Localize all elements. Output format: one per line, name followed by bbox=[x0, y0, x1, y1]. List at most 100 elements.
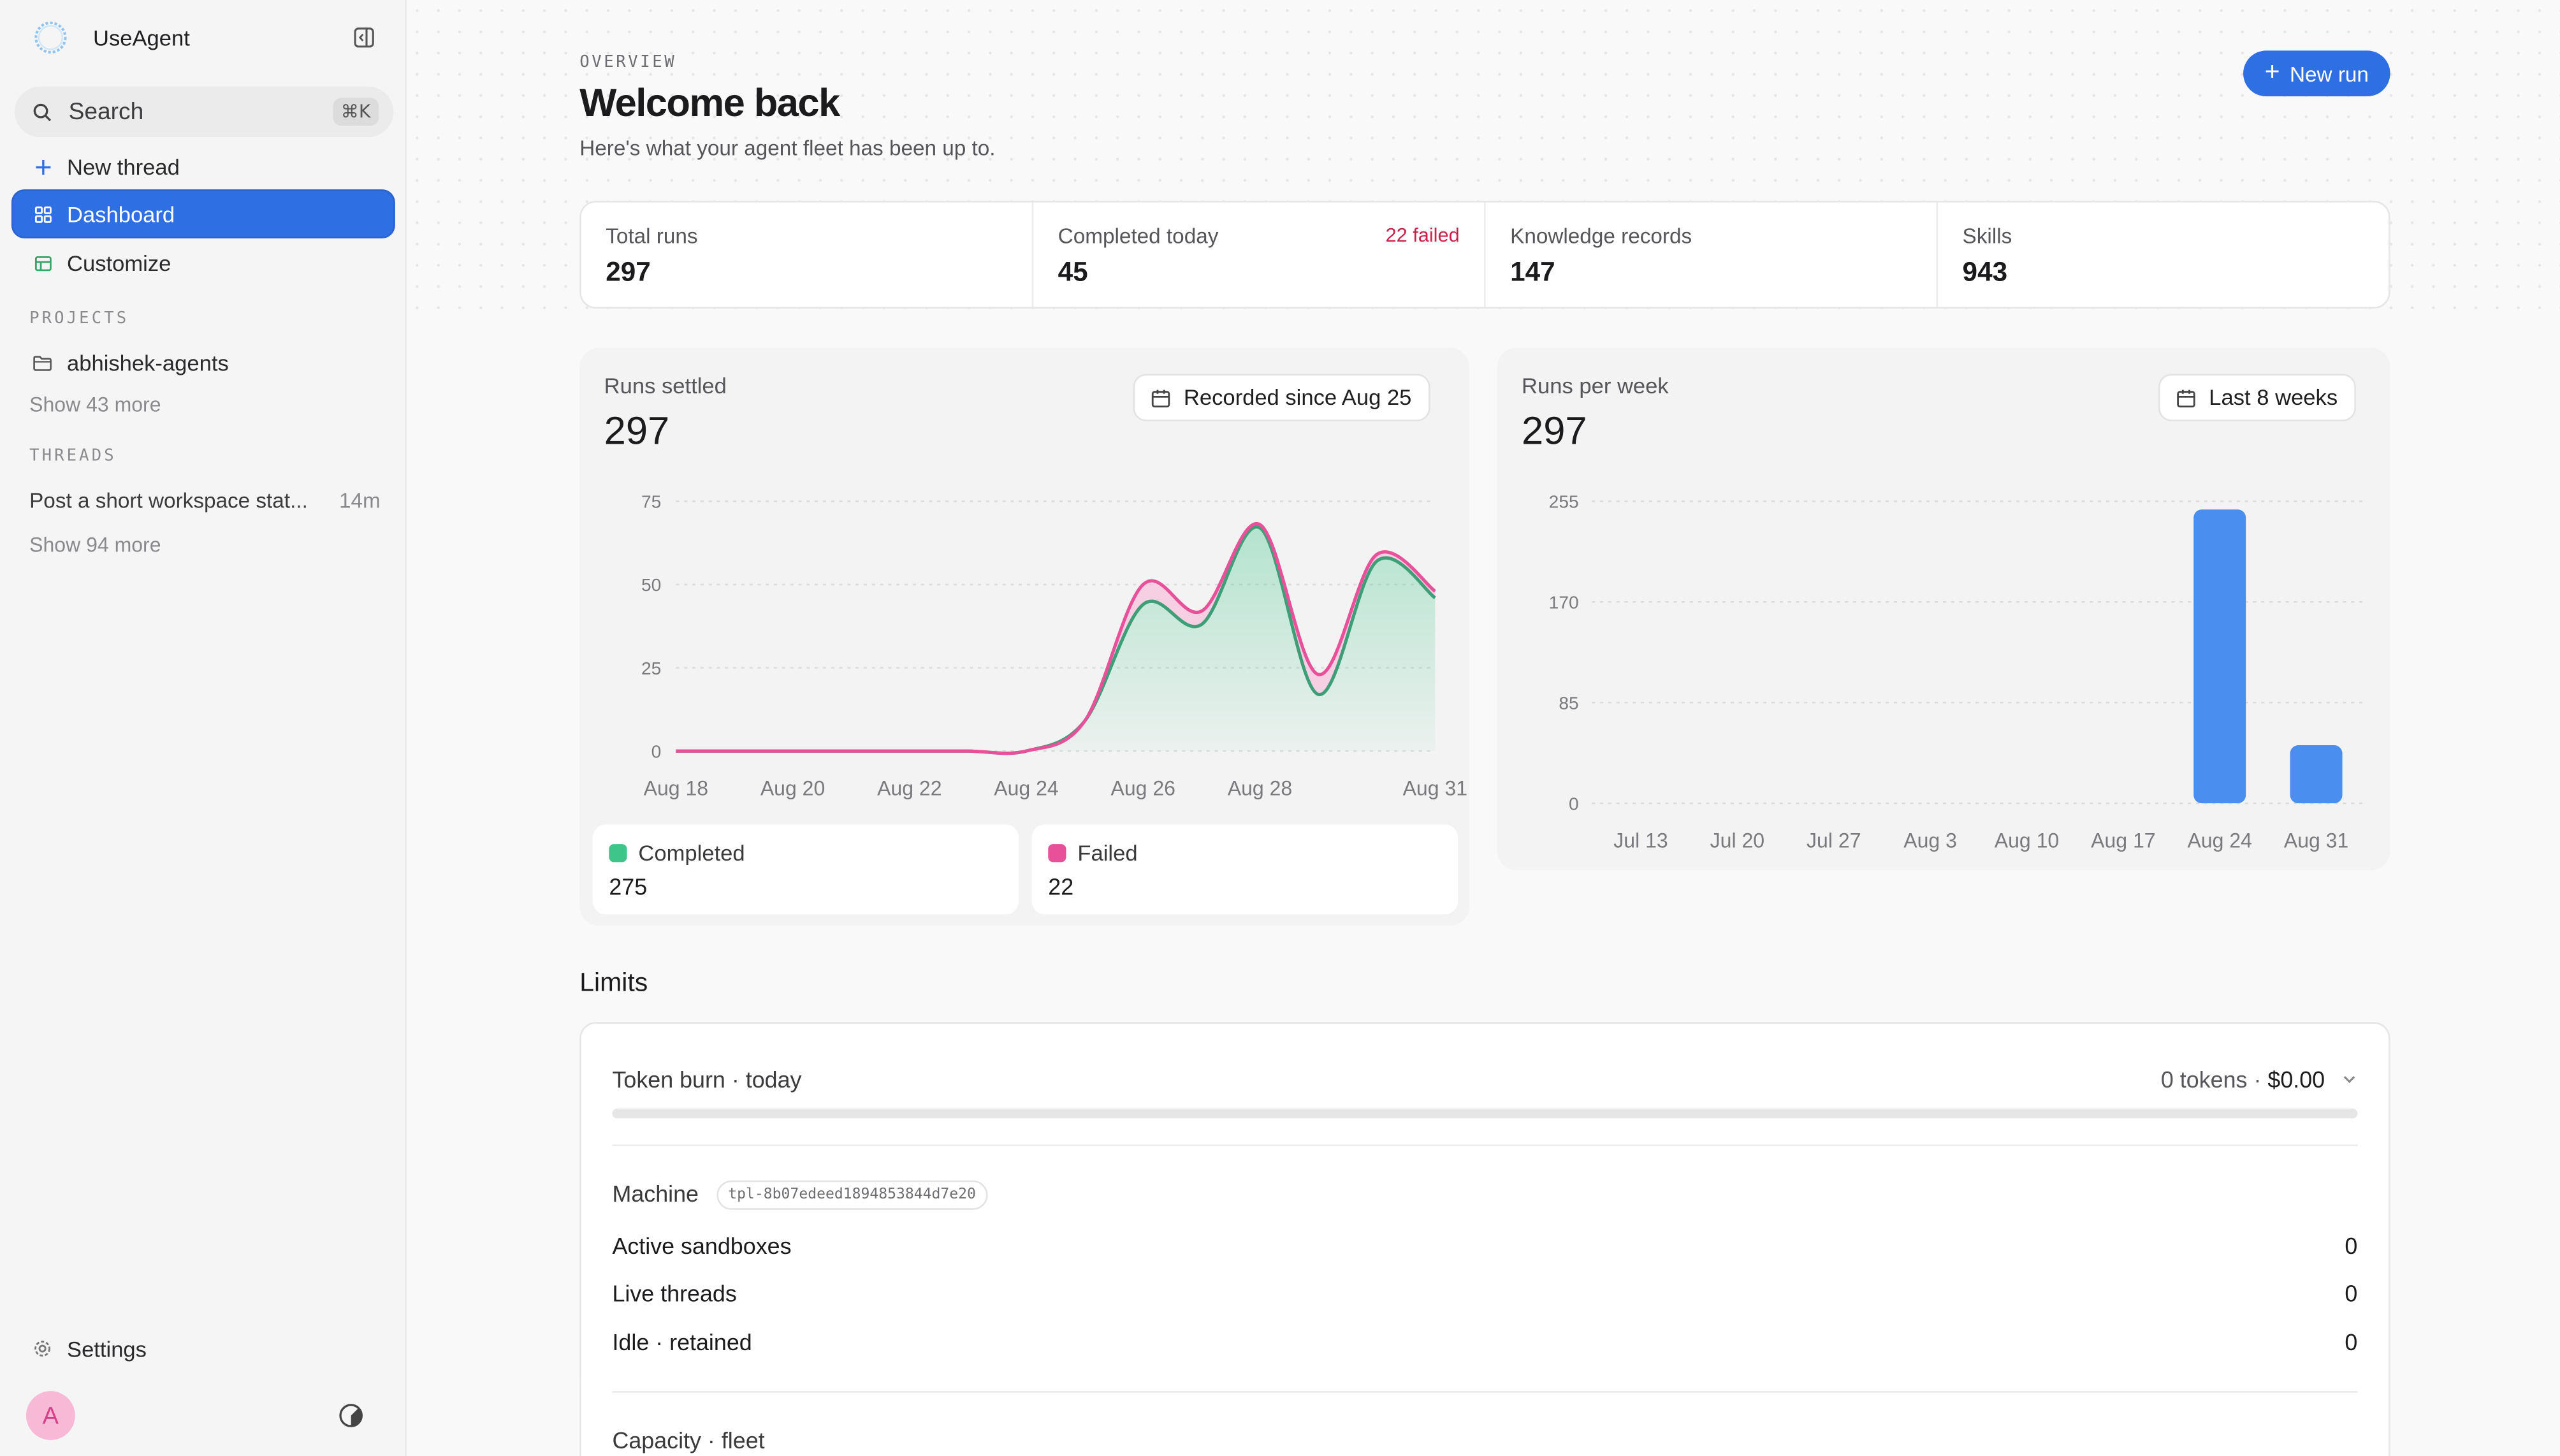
x-tick-label: Aug 20 bbox=[760, 776, 825, 799]
bar bbox=[2290, 745, 2343, 804]
project-item[interactable]: abhishek-agents bbox=[11, 338, 395, 387]
token-burn-toggle[interactable]: 0 tokens · $0.00 bbox=[2161, 1066, 2357, 1092]
page-subtitle: Here's what your agent fleet has been up… bbox=[579, 135, 996, 160]
sidebar: UseAgent Search ⌘K New thread bbox=[0, 0, 407, 1456]
search-shortcut: ⌘K bbox=[332, 98, 379, 126]
legend-completed: Completed 275 bbox=[592, 824, 1019, 915]
threads-section-label: THREADS bbox=[29, 447, 117, 465]
useagent-logo-icon bbox=[34, 21, 67, 54]
stat-value: 147 bbox=[1510, 258, 1555, 288]
avatar[interactable]: A bbox=[25, 1391, 75, 1440]
plus-icon bbox=[33, 157, 52, 177]
calendar-icon bbox=[2177, 389, 2195, 407]
machine-row-value: 0 bbox=[2345, 1279, 2358, 1306]
y-tick-label: 0 bbox=[651, 741, 662, 761]
legend-failed-label: Failed bbox=[1077, 841, 1138, 866]
runs-per-week-value: 297 bbox=[1522, 409, 1587, 455]
runs-settled-range-button[interactable]: Recorded since Aug 25 bbox=[1133, 374, 1430, 421]
runs-per-week-label: Runs per week bbox=[1522, 374, 1669, 398]
projects-show-more-link[interactable]: Show 43 more bbox=[29, 393, 161, 417]
thread-time: 14m bbox=[338, 488, 381, 513]
thread-title: Post a short workspace stat... bbox=[29, 488, 308, 513]
x-tick-label: Aug 22 bbox=[877, 776, 942, 799]
nav-customize[interactable]: Customize bbox=[11, 238, 395, 288]
machine-row-label: Active sandboxes bbox=[612, 1232, 792, 1259]
collapse-sidebar-icon[interactable] bbox=[353, 26, 375, 49]
nav-new-thread-label: New thread bbox=[67, 154, 180, 179]
new-run-button[interactable]: + New run bbox=[2243, 50, 2390, 97]
x-tick-label: Aug 10 bbox=[1995, 829, 2059, 852]
stat-label: Total runs bbox=[606, 223, 698, 249]
machine-row-value: 0 bbox=[2345, 1329, 2358, 1355]
runs-settled-range-label: Recorded since Aug 25 bbox=[1183, 385, 1412, 410]
brand[interactable]: UseAgent bbox=[33, 20, 375, 55]
nav-new-thread[interactable]: New thread bbox=[11, 142, 395, 191]
nav-settings[interactable]: Settings bbox=[11, 1324, 395, 1373]
project-label: abhishek-agents bbox=[67, 350, 229, 375]
token-cost: $0.00 bbox=[2267, 1066, 2325, 1093]
stat-total-runs: Total runs 297 bbox=[581, 202, 1034, 307]
token-count: 0 tokens bbox=[2160, 1066, 2248, 1093]
nav-dashboard-label: Dashboard bbox=[67, 201, 175, 226]
machine-row-label: Live threads bbox=[612, 1279, 737, 1306]
machine-label: Machine bbox=[612, 1180, 699, 1207]
completed-swatch bbox=[609, 844, 627, 863]
runs-per-week-chart: 0 85 170 255 Jul 13 Jul 20 Jul 27 Aug 3 Aug 10 Au… bbox=[1549, 491, 2363, 852]
y-tick-label: 75 bbox=[641, 491, 661, 512]
completed-area bbox=[676, 527, 1436, 753]
stat-value: 297 bbox=[606, 258, 651, 288]
gear-icon bbox=[33, 1339, 52, 1358]
x-tick-label: Jul 13 bbox=[1613, 829, 1668, 852]
y-tick-label: 255 bbox=[1549, 491, 1579, 512]
x-tick-label: Jul 20 bbox=[1710, 829, 1764, 852]
x-tick-label: Jul 27 bbox=[1807, 829, 1861, 852]
y-tick-label: 170 bbox=[1549, 592, 1579, 612]
y-tick-label: 0 bbox=[1569, 793, 1579, 813]
search-icon bbox=[33, 103, 52, 120]
runs-per-week-range-button[interactable]: Last 8 weeks bbox=[2158, 374, 2356, 421]
stat-label: Completed today bbox=[1058, 223, 1219, 249]
legend-failed: Failed 22 bbox=[1031, 824, 1458, 915]
x-tick-label: Aug 17 bbox=[2091, 829, 2155, 852]
stats-row: Total runs 297 Completed today 45 22 fai… bbox=[579, 201, 2390, 309]
stat-label: Skills bbox=[1962, 223, 2012, 249]
chevron-down-icon bbox=[2343, 1076, 2355, 1083]
machine-id-badge: tpl-8b07edeed1894853844d7e20 bbox=[716, 1180, 987, 1210]
limits-title: Limits bbox=[579, 970, 648, 998]
projects-section-label: PROJECTS bbox=[29, 310, 129, 328]
stat-knowledge-records: Knowledge records 147 bbox=[1486, 202, 1938, 307]
x-tick-label: Aug 31 bbox=[2284, 829, 2348, 852]
token-burn-label: Token burn · today bbox=[612, 1066, 802, 1093]
y-tick-label: 50 bbox=[641, 574, 661, 595]
palette-icon bbox=[33, 253, 52, 273]
runs-settled-chart: 0 25 50 75 Aug 18 Aug 20 Aug 22 Aug 24 Aug 26 Aug… bbox=[641, 491, 1467, 800]
x-tick-label: Aug 24 bbox=[2187, 829, 2251, 852]
y-tick-label: 25 bbox=[641, 658, 661, 678]
nav-customize-label: Customize bbox=[67, 251, 171, 275]
failed-swatch bbox=[1048, 844, 1066, 863]
main-content: OVERVIEW Welcome back Here's what your a… bbox=[406, 0, 2560, 1456]
x-tick-label: Aug 28 bbox=[1228, 776, 1292, 799]
stat-skills: Skills 943 bbox=[1938, 203, 2389, 307]
x-tick-label: Aug 31 bbox=[1403, 776, 1467, 799]
search-input[interactable]: Search ⌘K bbox=[15, 86, 394, 138]
page-eyebrow: OVERVIEW bbox=[579, 54, 677, 72]
runs-settled-card: Runs settled 297 Recorded since Aug 25 0… bbox=[579, 347, 1470, 926]
new-run-label: New run bbox=[2289, 61, 2369, 86]
machine-row-active-sandboxes: Active sandboxes 0 bbox=[612, 1233, 2357, 1259]
runs-per-week-card: Runs per week 297 Last 8 weeks 0 85 170 255… bbox=[1497, 347, 2390, 871]
x-tick-label: Aug 26 bbox=[1111, 776, 1175, 799]
threads-show-more-link[interactable]: Show 94 more bbox=[29, 534, 161, 557]
search-placeholder: Search bbox=[68, 98, 144, 125]
legend-failed-value: 22 bbox=[1048, 873, 1074, 900]
y-tick-label: 85 bbox=[1559, 692, 1578, 713]
runs-settled-value: 297 bbox=[604, 409, 670, 455]
thread-item[interactable]: Post a short workspace stat... 14m bbox=[29, 488, 381, 513]
nav-dashboard[interactable]: Dashboard bbox=[11, 189, 395, 238]
theme-toggle-icon[interactable] bbox=[338, 1402, 364, 1429]
capacity-label: Capacity · fleet bbox=[612, 1427, 765, 1453]
runs-per-week-range-label: Last 8 weeks bbox=[2209, 385, 2338, 410]
failed-badge: 22 failed bbox=[1385, 223, 1460, 247]
folder-icon bbox=[33, 353, 52, 372]
settings-label: Settings bbox=[67, 1336, 147, 1361]
